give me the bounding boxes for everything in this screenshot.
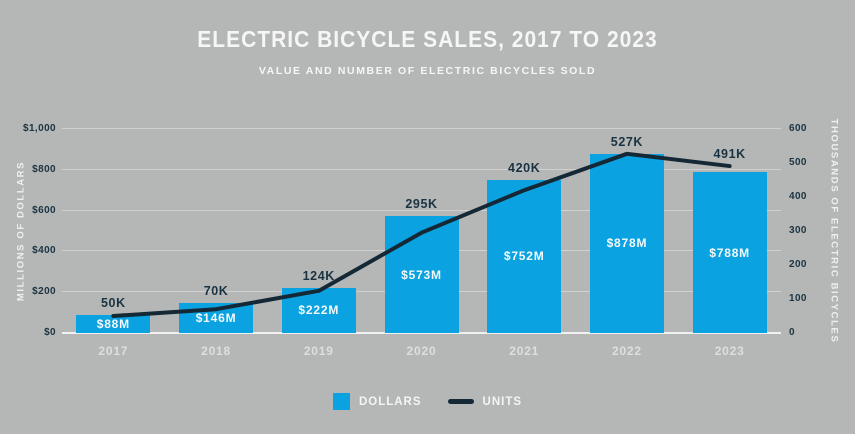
right-axis-tick-label: 200: [789, 259, 807, 270]
dollars-bar: $573M: [384, 216, 459, 333]
units-value-label: 491K: [713, 147, 746, 162]
right-axis-tick-label: 300: [789, 225, 807, 236]
left-axis-tick-label: $400: [32, 245, 56, 257]
legend: DOLLARS UNITS: [0, 393, 855, 410]
right-axis-tick-labels: 0 100 200 300 400 500 600: [789, 0, 829, 434]
right-axis-tick-label: 100: [789, 293, 807, 304]
chart-title: ELECTRIC BICYCLE SALES, 2017 TO 2023: [197, 27, 658, 53]
x-tick-label: 2017: [98, 344, 129, 358]
right-axis-tick-label: 0: [789, 327, 795, 338]
x-tick-label: 2020: [406, 344, 437, 358]
left-axis-tick-label: $1,000: [23, 123, 56, 134]
x-tick-label: 2021: [509, 344, 540, 358]
units-value-label: 420K: [508, 160, 541, 175]
bar-value-label: $788M: [709, 245, 750, 260]
right-axis-tick-label: 500: [789, 157, 807, 168]
gridline: [62, 209, 781, 211]
bar-value-label: $878M: [606, 236, 648, 251]
right-axis-tick-label: 400: [789, 191, 807, 202]
dollars-swatch-icon: [332, 393, 350, 410]
x-tick-label: 2022: [611, 344, 642, 358]
units-value-label: 50K: [100, 296, 126, 311]
dollars-bar: $88M: [76, 315, 151, 333]
units-value-label: 527K: [610, 134, 644, 149]
legend-units-label: UNITS: [482, 395, 523, 408]
units-value-label: 124K: [302, 268, 335, 283]
x-tick-label: 2018: [201, 344, 232, 358]
left-axis-tick-labels: $0 $200 $400 $600 $800 $1,000: [14, 0, 56, 434]
legend-dollars-label: DOLLARS: [358, 395, 422, 408]
x-tick-label: 2023: [714, 344, 745, 358]
right-axis-tick-label: 600: [789, 123, 807, 134]
units-line-layer: [111, 151, 732, 318]
bar-value-label: $752M: [503, 249, 545, 264]
chart-subtitle: VALUE AND NUMBER OF ELECTRIC BICYCLES SO…: [258, 65, 597, 77]
dollars-bar: $878M: [589, 153, 664, 333]
dollars-bar: $752M: [487, 179, 562, 333]
dollars-bar: $788M: [692, 172, 767, 333]
bar-value-label: $222M: [298, 303, 340, 318]
bar-value-label: $146M: [195, 311, 237, 326]
x-axis-baseline: [62, 332, 781, 334]
left-axis-tick-label: $800: [32, 163, 56, 175]
bar-value-label: $573M: [401, 267, 442, 282]
units-value-label: 295K: [405, 197, 438, 212]
left-axis-tick-label: $600: [32, 204, 56, 216]
gridline: [62, 168, 781, 170]
right-axis-title: THOUSANDS OF ELECTRIC BICYCLES: [828, 118, 840, 344]
x-tick-label: 2019: [303, 344, 334, 358]
legend-item-dollars: DOLLARS: [332, 393, 422, 410]
bar-value-label: $88M: [96, 317, 130, 332]
gridline: [62, 128, 781, 129]
plot-area: $88M $146M $222M $573M $752M $878M $788M 50K 70…: [62, 128, 781, 334]
legend-item-units: UNITS: [447, 395, 523, 408]
units-line: [111, 151, 732, 318]
left-axis-tick-label: $0: [44, 327, 56, 338]
units-value-label: 70K: [203, 284, 229, 299]
left-axis-tick-label: $200: [32, 286, 56, 298]
units-line-swatch-icon: [447, 399, 474, 404]
